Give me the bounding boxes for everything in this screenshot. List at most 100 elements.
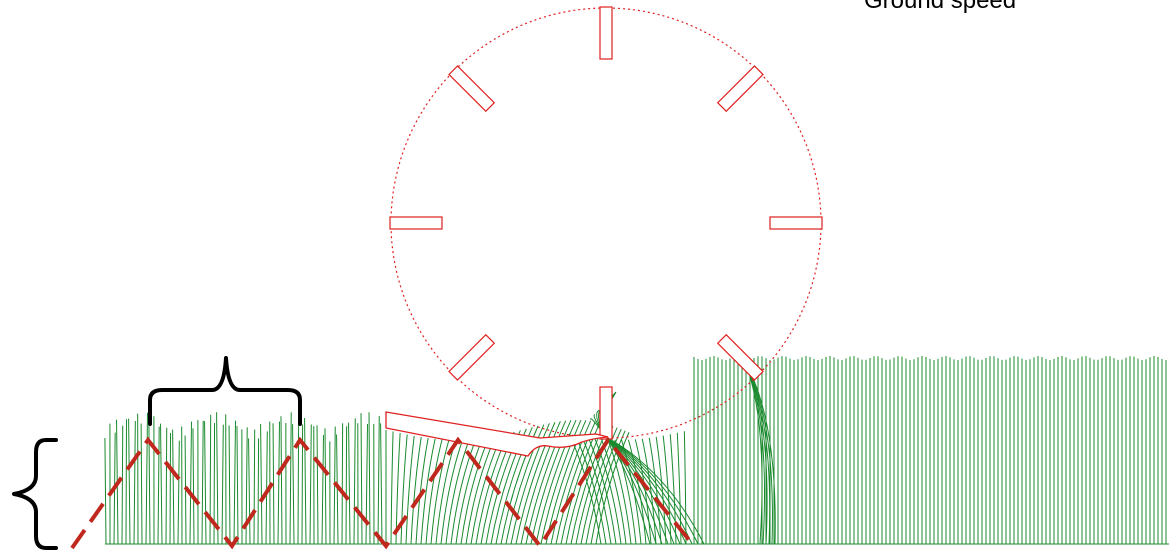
ground-speed-label: Ground speed [864, 0, 1016, 14]
bent-stem [535, 419, 577, 545]
bent-stem [390, 431, 394, 545]
stem [192, 428, 195, 545]
bent-stem [655, 436, 667, 545]
stem [148, 425, 151, 545]
falling-stem [605, 436, 651, 545]
pushed-stem [744, 361, 773, 545]
stem [336, 434, 339, 545]
bent-stem [465, 435, 496, 545]
bent-stem [540, 419, 582, 545]
bent-stem [425, 439, 443, 545]
stem [289, 412, 292, 545]
stem [345, 426, 348, 545]
reel-bat [716, 65, 764, 113]
stem [360, 413, 363, 545]
bent-stem [627, 439, 647, 545]
bent-stem [683, 431, 687, 545]
bent-stem [440, 439, 464, 545]
stem [260, 423, 263, 545]
stem [221, 424, 224, 545]
bent-stem [400, 434, 408, 545]
stem [236, 426, 239, 545]
stem [309, 424, 312, 545]
stem [145, 412, 148, 545]
reel-bats [389, 6, 823, 440]
falling-stem [605, 436, 699, 545]
bent-stem [648, 437, 662, 545]
bent-stem [515, 422, 556, 545]
stem [140, 423, 143, 545]
stem [160, 423, 163, 545]
stem [280, 416, 283, 545]
stem [277, 421, 280, 545]
reel-bat [599, 386, 613, 440]
stem [368, 412, 371, 545]
stem [209, 414, 212, 545]
falling-stem [605, 436, 657, 545]
bent-stem [641, 438, 657, 545]
bent-stem [405, 435, 415, 545]
stem [128, 418, 131, 545]
stem [253, 429, 256, 545]
bent-stem [530, 420, 572, 545]
bent-stem [669, 434, 677, 545]
bent-stem [594, 438, 622, 545]
falling-stem [605, 436, 693, 545]
falling-stem [605, 436, 663, 545]
stem [201, 420, 204, 545]
length-brace-icon [12, 438, 58, 550]
stem [316, 425, 319, 545]
stem [177, 440, 180, 545]
bent-stem [450, 438, 477, 545]
stem [228, 425, 231, 545]
bat-path-trace [70, 436, 696, 550]
bent-stem [415, 437, 429, 545]
stem [353, 418, 356, 545]
bent-stem [410, 436, 422, 545]
spacing-brace-icon [148, 356, 302, 426]
reel-bat [389, 216, 443, 230]
bent-stem [575, 434, 607, 545]
bent-stem [520, 421, 561, 545]
bent-stem [587, 437, 617, 545]
stem [189, 421, 192, 545]
stem [265, 431, 268, 545]
bent-stem [585, 428, 622, 545]
stem [324, 428, 327, 545]
reel-bat [448, 333, 496, 381]
bent-stem [510, 423, 550, 545]
stem [233, 420, 236, 545]
stem [248, 438, 251, 545]
bent-stem [445, 439, 470, 545]
bent-stem [430, 439, 450, 545]
reel-bat [599, 6, 613, 60]
bent-stem [607, 439, 632, 545]
bent-stem [581, 436, 612, 545]
stem [321, 435, 324, 545]
cutter-bar [385, 411, 609, 457]
stem [304, 418, 307, 545]
stem [348, 422, 351, 545]
bent-stem [662, 435, 672, 545]
stem [169, 432, 172, 545]
reel-bat [769, 216, 823, 230]
bent-stem [595, 432, 630, 545]
bent-stem [460, 437, 490, 545]
reel-bat [448, 65, 496, 113]
uncut-stems-left [104, 412, 383, 545]
bent-stem [420, 438, 436, 545]
falling-stem [605, 436, 681, 545]
stem [257, 438, 260, 545]
stem [292, 424, 295, 545]
stem [121, 425, 124, 545]
stem [380, 423, 383, 545]
stem [133, 421, 136, 545]
reel-bat [716, 333, 764, 381]
stem [272, 423, 275, 545]
stem [216, 412, 219, 545]
stem [377, 415, 380, 545]
stem [341, 423, 344, 545]
stem [104, 438, 107, 545]
bent-stems [385, 391, 705, 545]
